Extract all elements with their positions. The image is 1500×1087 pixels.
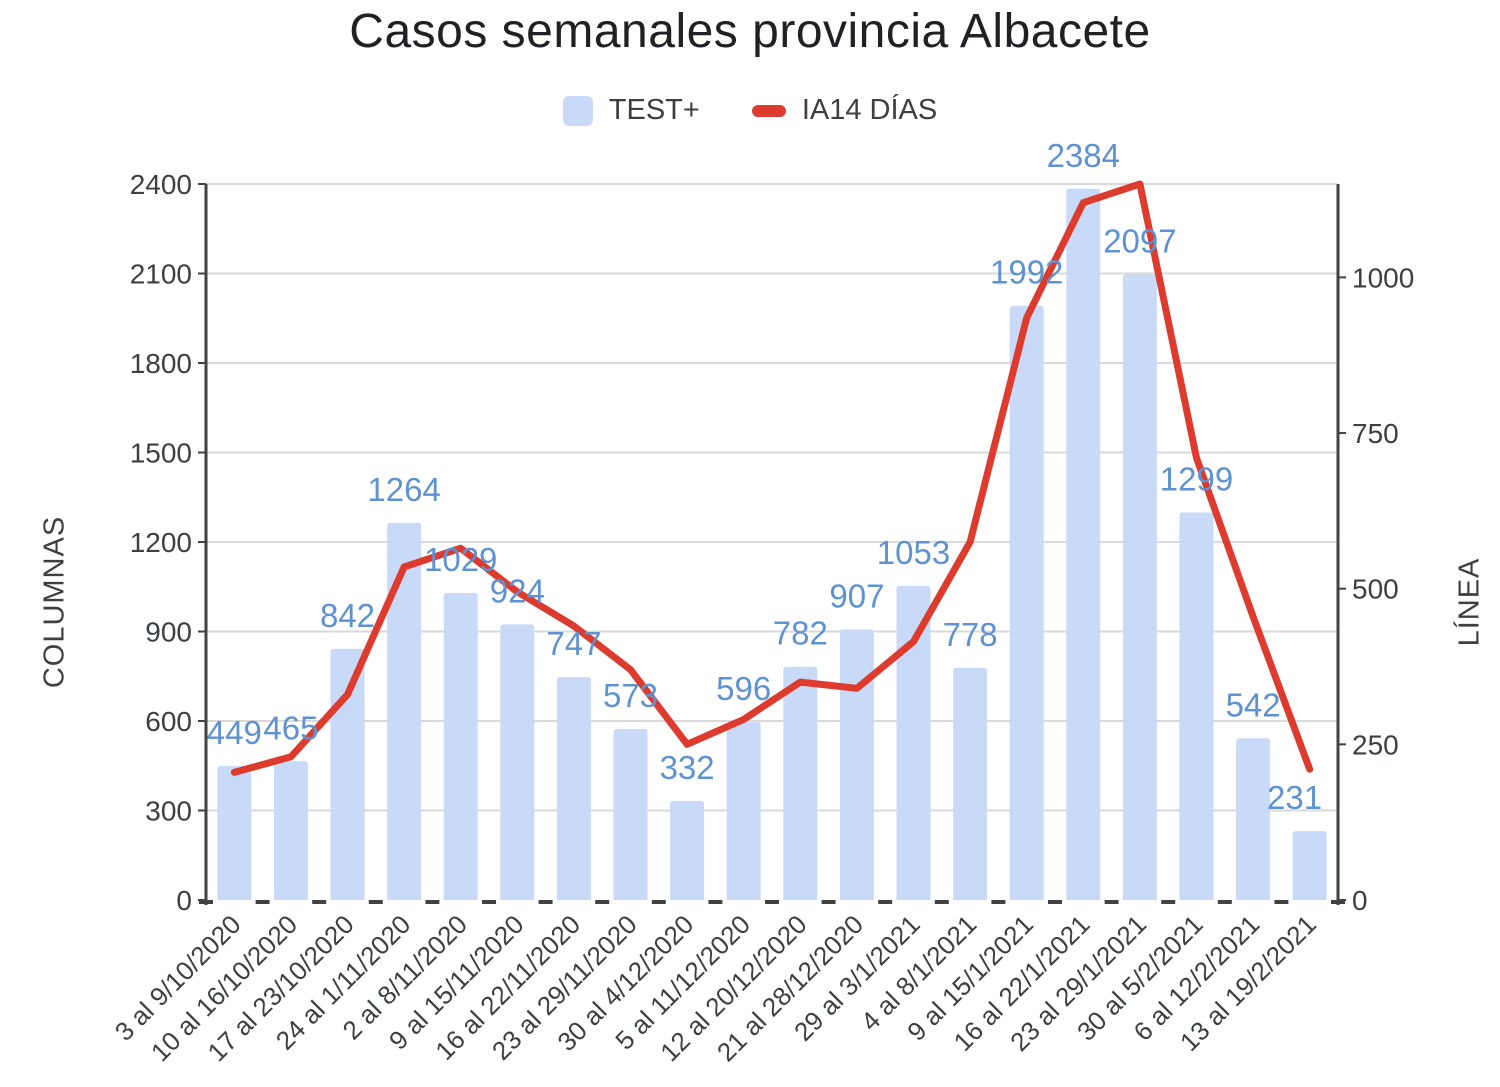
bar-value-label: 782 <box>773 615 828 652</box>
legend-label-ia14: IA14 DÍAS <box>801 94 938 126</box>
bar-test-plus <box>1236 738 1271 900</box>
bar-test-plus <box>443 593 478 900</box>
bar-value-label: 1299 <box>1160 460 1233 497</box>
bar-test-plus <box>500 624 535 900</box>
left-axis-tick-label: 2100 <box>130 259 192 290</box>
bar-test-plus <box>839 629 874 900</box>
right-axis-tick-label: 0 <box>1352 885 1368 916</box>
bar-test-plus <box>1009 305 1044 901</box>
bar-value-label: 231 <box>1267 779 1322 816</box>
bar-test-plus <box>726 722 761 900</box>
legend-item-test-plus: TEST+ <box>562 94 700 127</box>
bar-series-swatch-icon <box>562 95 593 126</box>
legend: TEST+ IA14 DÍAS <box>0 94 1500 127</box>
right-axis-tick-label: 1000 <box>1352 262 1414 293</box>
bar-test-plus <box>1179 512 1214 900</box>
bar-value-label: 1029 <box>424 541 497 578</box>
bar-value-label: 907 <box>829 577 884 614</box>
right-axis-tick-label: 250 <box>1352 729 1399 760</box>
bar-test-plus <box>330 648 365 900</box>
left-axis-tick-label: 0 <box>176 885 192 916</box>
legend-label-test-plus: TEST+ <box>608 94 700 126</box>
bar-value-label: 1992 <box>990 254 1063 291</box>
left-axis-tick-label: 1200 <box>130 527 192 558</box>
bar-value-label: 596 <box>716 670 771 707</box>
left-axis-tick-label: 900 <box>145 617 192 648</box>
line-ia14 <box>230 180 1314 776</box>
bar-value-label: 542 <box>1226 686 1281 723</box>
left-axis-tick-label: 1800 <box>130 348 192 379</box>
bar-test-plus <box>273 761 308 900</box>
bar-value-label: 924 <box>490 572 545 609</box>
left-axis-tick-label: 1500 <box>130 438 192 469</box>
bar-value-label: 842 <box>320 597 375 634</box>
bar-value-label: 332 <box>660 749 715 786</box>
bar-test-plus <box>670 800 705 900</box>
bar-value-label: 778 <box>943 616 998 653</box>
left-axis-tick-label: 2400 <box>130 169 192 200</box>
left-axis-tick-label: 600 <box>145 706 192 737</box>
right-axis-tick-label: 500 <box>1352 574 1399 605</box>
legend-item-ia14: IA14 DÍAS <box>751 94 938 127</box>
bar-test-plus <box>387 522 422 900</box>
bar-test-plus <box>1122 274 1157 900</box>
bar-test-plus <box>896 585 931 900</box>
bar-test-plus <box>783 666 818 900</box>
left-axis-tick-label: 300 <box>145 796 192 827</box>
bar-test-plus <box>1292 831 1327 900</box>
bar-value-label: 573 <box>603 677 658 714</box>
bar-test-plus <box>1066 188 1101 901</box>
bar-test-plus <box>613 729 648 900</box>
bar-value-label: 2097 <box>1103 222 1176 259</box>
bar-value-label: 1053 <box>877 534 950 571</box>
bar-test-plus <box>953 667 988 900</box>
right-axis-tick-label: 750 <box>1352 418 1399 449</box>
bar-value-label: 2384 <box>1047 137 1120 174</box>
bar-value-label: 465 <box>263 709 318 746</box>
bar-test-plus <box>217 766 252 900</box>
bar-value-label: 747 <box>546 625 601 662</box>
bar-value-label: 1264 <box>367 471 440 508</box>
bar-test-plus <box>556 677 591 900</box>
line-series-swatch-icon <box>751 104 786 117</box>
bar-value-label: 449 <box>207 714 262 751</box>
chart-title: Casos semanales provincia Albacete <box>349 5 1151 58</box>
